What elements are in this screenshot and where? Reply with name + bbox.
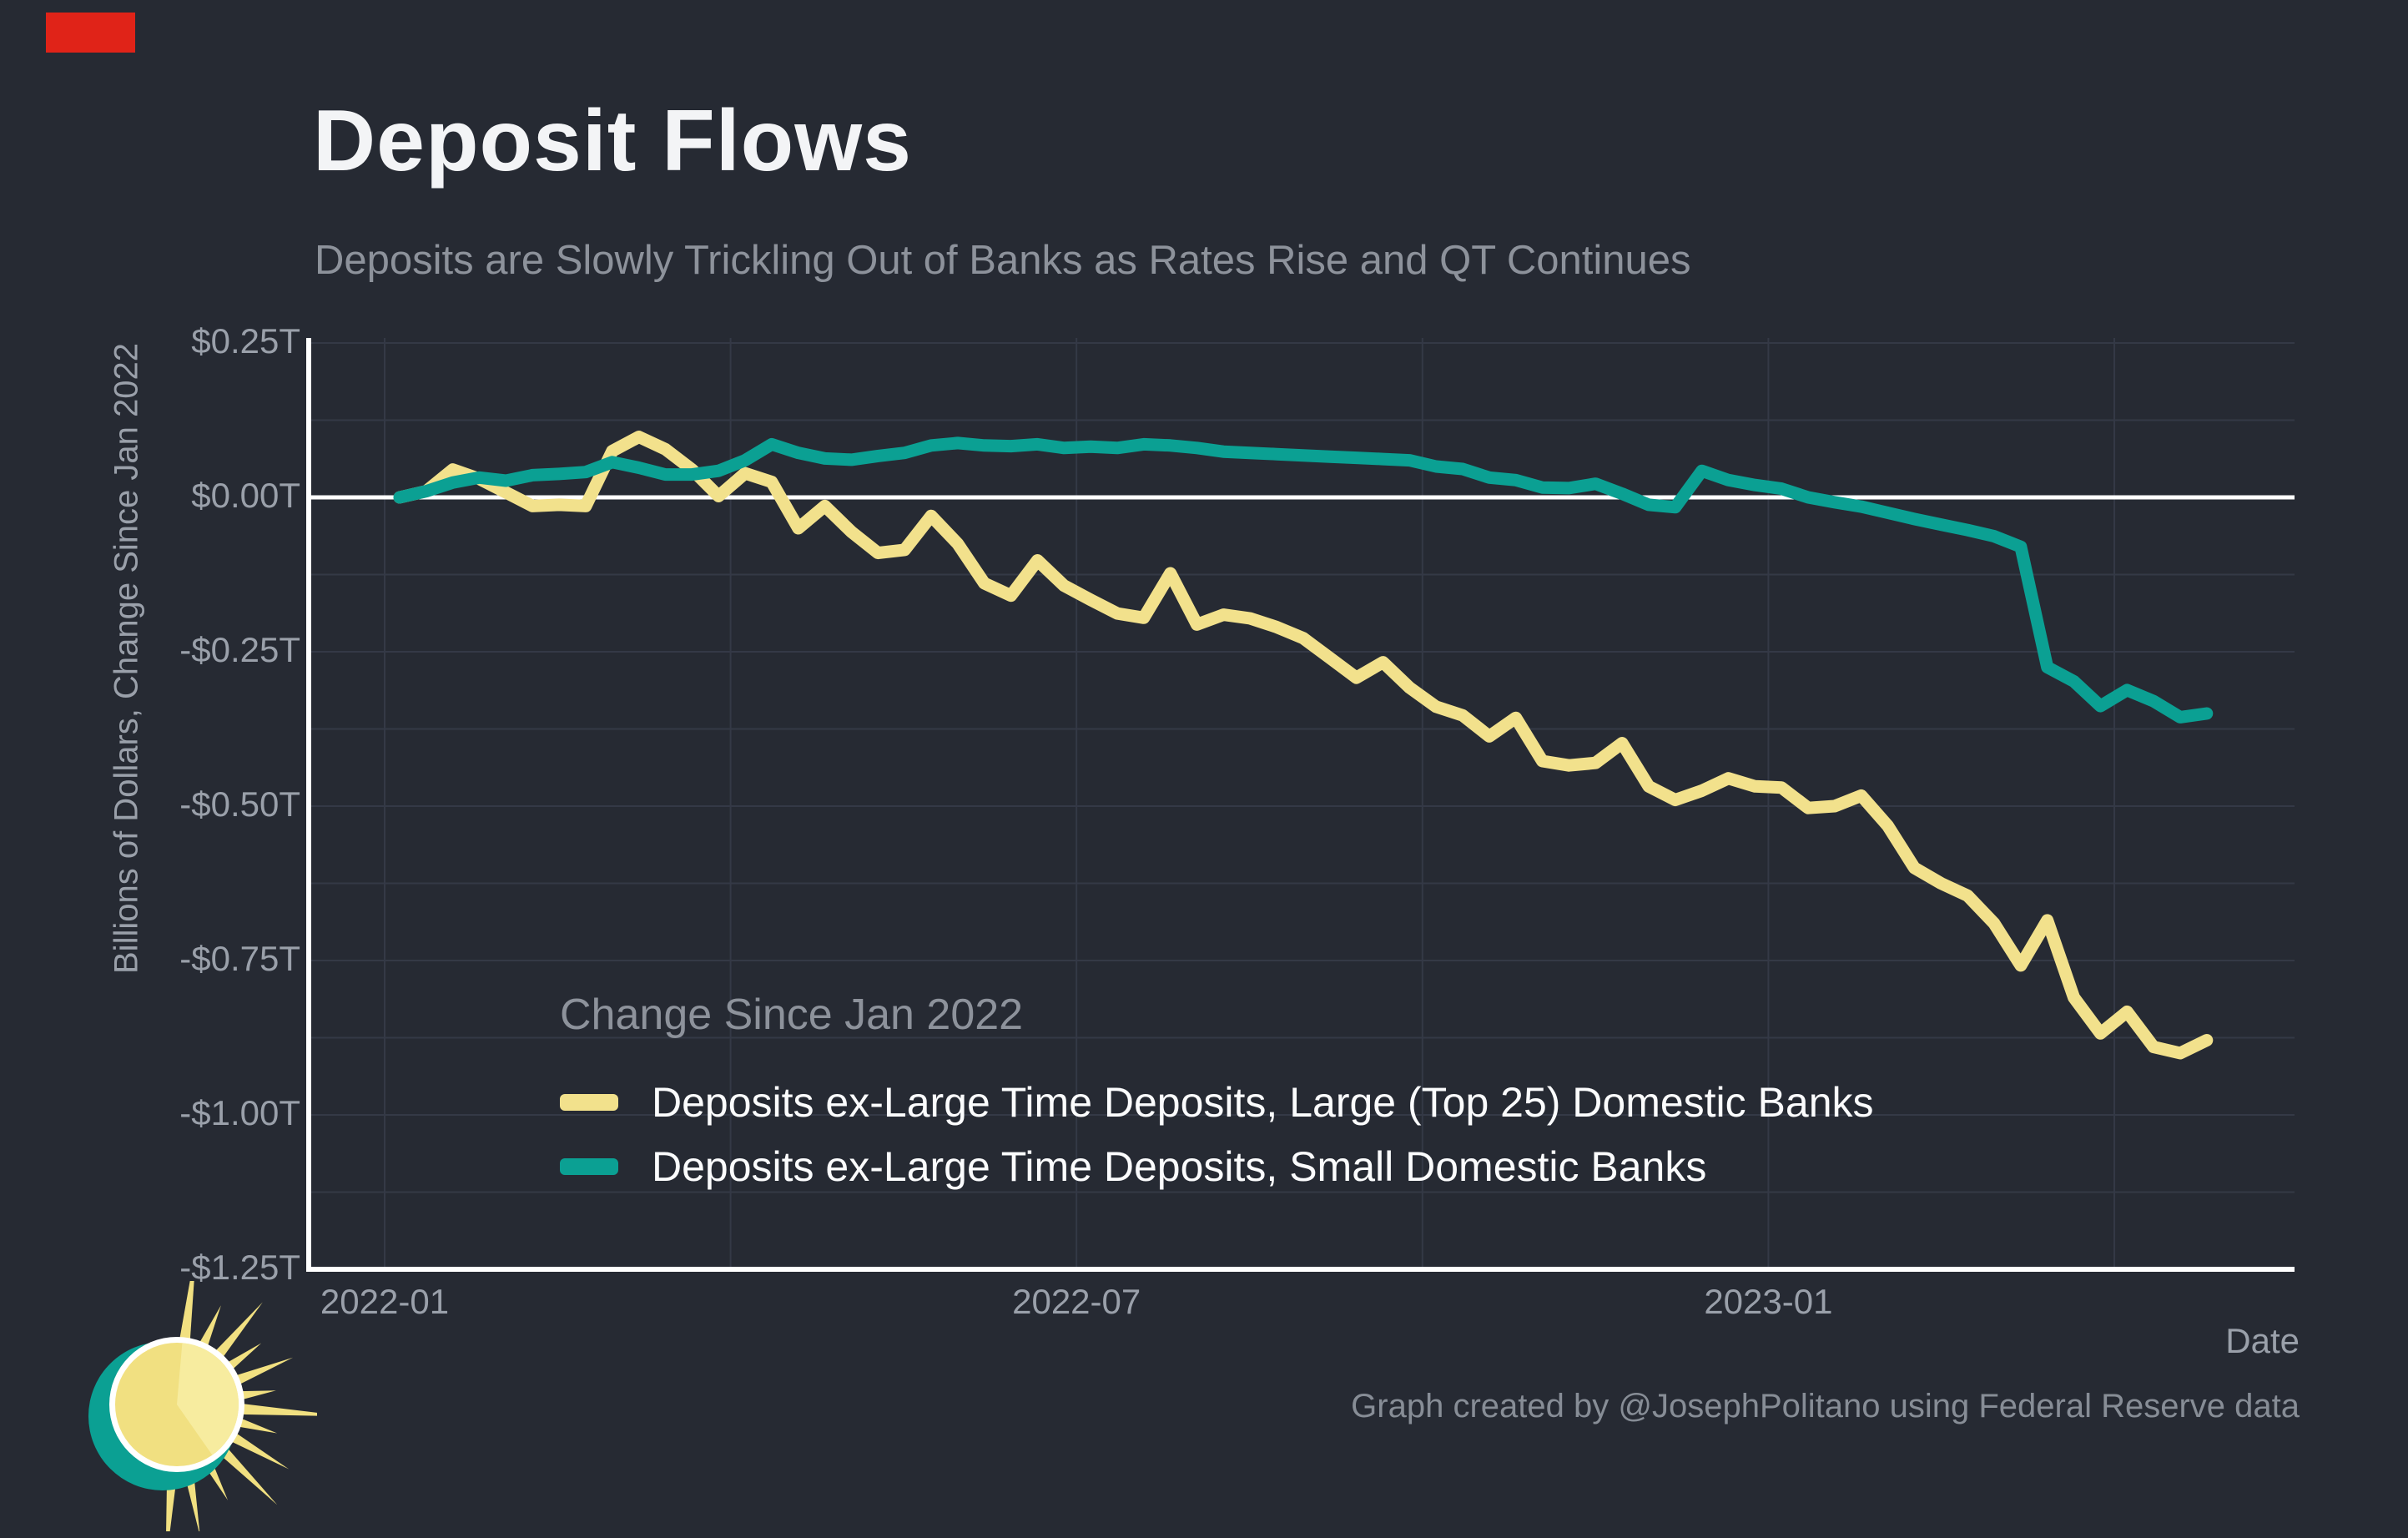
y-tick-label: -$0.50T: [179, 784, 300, 824]
page-title: Deposit Flows: [313, 93, 912, 189]
y-tick-label: $0.00T: [191, 476, 300, 515]
legend-label-large-banks: Deposits ex-Large Time Deposits, Large (…: [652, 1079, 1874, 1126]
legend-item-large-banks: Deposits ex-Large Time Deposits, Large (…: [560, 1078, 1874, 1127]
chart-subtitle: Deposits are Slowly Trickling Out of Ban…: [315, 238, 1691, 283]
y-tick-label: $0.25T: [191, 321, 300, 361]
y-tick-label: -$1.25T: [179, 1248, 300, 1287]
attribution-text: Graph created by @JosephPolitano using F…: [1351, 1388, 2300, 1425]
recording-indicator-badge: [46, 13, 135, 53]
y-tick-label: -$1.00T: [179, 1093, 300, 1132]
apricitas-sun-logo: [88, 1281, 317, 1531]
legend-swatch-large-banks-icon: [560, 1094, 618, 1111]
y-tick-label: -$0.75T: [179, 939, 300, 978]
legend: Change Since Jan 2022 Deposits ex-Large …: [560, 990, 1874, 1190]
x-axis-title: Date: [2225, 1321, 2300, 1360]
legend-title: Change Since Jan 2022: [560, 991, 1024, 1039]
legend-item-small-banks: Deposits ex-Large Time Deposits, Small D…: [560, 1142, 1706, 1191]
legend-swatch-small-banks-icon: [560, 1158, 618, 1175]
y-tick-label: -$0.25T: [179, 630, 300, 669]
x-tick-label: 2022-01: [320, 1282, 450, 1321]
x-tick-label: 2023-01: [1704, 1282, 1833, 1321]
legend-label-small-banks: Deposits ex-Large Time Deposits, Small D…: [652, 1143, 1707, 1190]
x-tick-label: 2022-07: [1012, 1282, 1141, 1321]
